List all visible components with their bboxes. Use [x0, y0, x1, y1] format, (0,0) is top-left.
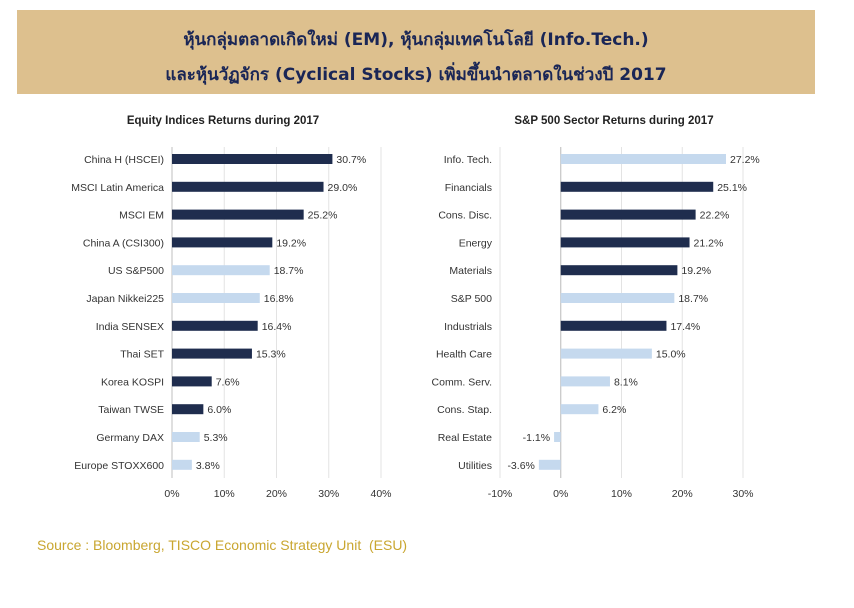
value-label: -1.1% [523, 432, 550, 444]
bar [560, 348, 652, 359]
sector-chart-title: S&P 500 Sector Returns during 2017 [514, 115, 713, 127]
category-label: Thai SET [120, 349, 164, 361]
category-label: Info. Tech. [444, 154, 492, 166]
category-label: US S&P500 [108, 265, 164, 277]
value-label: 6.2% [602, 404, 626, 416]
value-label: 18.7% [274, 265, 304, 277]
bar [560, 154, 726, 164]
equity-indices-chart: Equity Indices Returns during 2017 0% 10%… [71, 115, 391, 500]
value-label: 17.4% [670, 321, 700, 333]
bar [172, 348, 252, 359]
category-label: Germany DAX [96, 432, 164, 444]
category-label: Taiwan TWSE [98, 404, 164, 416]
category-label: Industrials [444, 321, 492, 333]
category-label: Health Care [436, 349, 492, 361]
category-label: MSCI EM [119, 210, 164, 222]
bar [560, 404, 599, 415]
value-label: 27.2% [730, 154, 760, 166]
x-tick-label: 30% [732, 488, 753, 500]
value-label: 30.7% [336, 154, 366, 166]
category-label: Korea KOSPI [101, 376, 164, 388]
value-label: 3.8% [196, 460, 220, 472]
bar [172, 237, 273, 248]
bar [172, 404, 204, 415]
category-label: India SENSEX [96, 321, 164, 333]
category-label: Financials [445, 182, 492, 194]
category-label: Energy [459, 237, 493, 249]
category-label: S&P 500 [451, 293, 492, 305]
value-label: 6.0% [207, 404, 231, 416]
equity-chart-title: Equity Indices Returns during 2017 [127, 115, 319, 127]
value-label: 19.2% [681, 265, 711, 277]
category-label: Europe STOXX600 [74, 460, 164, 472]
value-label: 8.1% [614, 376, 638, 388]
bar [560, 237, 690, 248]
value-label: 15.0% [656, 349, 686, 361]
value-label: 5.3% [204, 432, 228, 444]
bar [172, 293, 260, 303]
bar [554, 432, 561, 442]
category-label: Materials [449, 265, 492, 277]
bar [560, 320, 667, 331]
value-label: 16.4% [262, 321, 292, 333]
category-label: Cons. Stap. [437, 404, 492, 416]
value-label: 7.6% [216, 376, 240, 388]
category-label: Japan Nikkei225 [86, 293, 164, 305]
bar [172, 432, 200, 442]
value-label: 19.2% [276, 237, 306, 249]
x-tick-label: 0% [164, 488, 179, 500]
header-title-line-1: หุ้นกลุ่มตลาดเกิดใหม่ (EM), หุ้นกลุ่มเทค… [183, 30, 649, 50]
value-label: 18.7% [678, 293, 708, 305]
category-label: China H (HSCEI) [84, 154, 164, 166]
category-label: China A (CSI300) [83, 237, 164, 249]
value-label: 25.1% [717, 182, 747, 194]
x-tick-label: 10% [611, 488, 632, 500]
bar [172, 320, 258, 331]
bar [560, 293, 675, 303]
category-label: MSCI Latin America [71, 182, 164, 194]
bar [560, 209, 696, 220]
header-title-line-2: และหุ้นวัฏจักร (Cyclical Stocks) เพิ่มขึ… [165, 65, 667, 85]
x-tick-label: 30% [318, 488, 339, 500]
x-tick-label: 0% [553, 488, 568, 500]
value-label: 15.3% [256, 349, 286, 361]
x-tick-label: 20% [266, 488, 287, 500]
bar [172, 376, 212, 387]
value-label: -3.6% [507, 460, 534, 472]
bar [172, 265, 270, 276]
bar [560, 265, 678, 276]
value-label: 22.2% [700, 210, 730, 222]
value-label: 29.0% [328, 182, 358, 194]
value-label: 21.2% [694, 237, 724, 249]
x-tick-label: 40% [370, 488, 391, 500]
value-label: 25.2% [308, 210, 338, 222]
category-label: Utilities [458, 460, 492, 472]
bar [560, 376, 610, 387]
bar [172, 154, 333, 164]
x-tick-label: -10% [488, 488, 513, 500]
bar [172, 181, 324, 192]
category-label: Cons. Disc. [438, 210, 492, 222]
bar [538, 459, 561, 470]
source-note: Source : Bloomberg, TISCO Economic Strat… [37, 537, 408, 553]
value-label: 16.8% [264, 293, 294, 305]
x-tick-label: 10% [214, 488, 235, 500]
sector-returns-chart: S&P 500 Sector Returns during 2017 -10% 0… [432, 115, 760, 500]
x-tick-label: 20% [672, 488, 693, 500]
bar [560, 181, 714, 192]
header-banner: หุ้นกลุ่มตลาดเกิดใหม่ (EM), หุ้นกลุ่มเทค… [17, 10, 815, 94]
bar [172, 459, 192, 470]
category-label: Real Estate [438, 432, 492, 444]
bar [172, 209, 304, 220]
category-label: Comm. Serv. [432, 376, 492, 388]
